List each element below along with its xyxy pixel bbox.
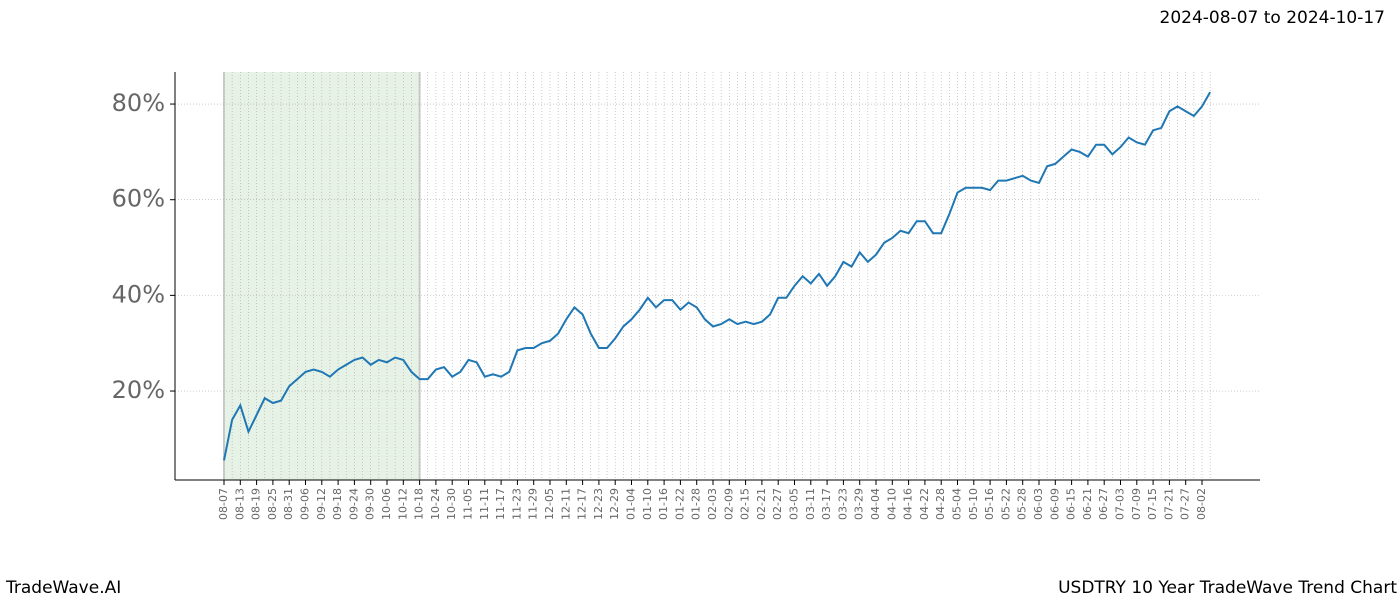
x-tick-label: 05-28 [1016, 488, 1029, 520]
x-tick-label: 08-13 [233, 488, 246, 520]
x-tick-label: 07-21 [1162, 488, 1175, 520]
x-tick-label: 11-17 [494, 488, 507, 520]
chart-title: 2024-08-07 to 2024-10-17 [1160, 8, 1385, 28]
x-tick-label: 01-10 [641, 488, 654, 520]
x-tick-label: 04-28 [934, 488, 947, 520]
x-tick-label: 12-29 [608, 488, 621, 520]
y-tick-label: 20% [112, 376, 165, 404]
x-tick-label: 11-11 [478, 488, 491, 520]
x-tick-label: 10-12 [396, 488, 409, 520]
x-tick-label: 03-17 [820, 488, 833, 520]
x-tick-label: 08-19 [250, 488, 263, 520]
x-tick-label: 07-03 [1114, 488, 1127, 520]
x-tick-label: 05-22 [999, 488, 1012, 520]
x-tick-label: 02-03 [706, 488, 719, 520]
x-tick-label: 02-15 [739, 488, 752, 520]
x-tick-label: 10-06 [380, 488, 393, 520]
x-tick-label: 01-16 [657, 488, 670, 520]
x-tick-label: 03-23 [836, 488, 849, 520]
x-tick-label: 11-29 [527, 488, 540, 520]
x-tick-label: 08-02 [1195, 488, 1208, 520]
x-tick-label: 12-05 [543, 488, 556, 520]
x-tick-label: 09-06 [299, 488, 312, 520]
x-tick-label: 08-25 [266, 488, 279, 520]
x-tick-label: 10-18 [413, 488, 426, 520]
x-tick-label: 02-21 [755, 488, 768, 520]
x-tick-label: 04-16 [902, 488, 915, 520]
x-tick-label: 06-03 [1032, 488, 1045, 520]
x-tick-label: 01-04 [625, 488, 638, 520]
x-tick-label: 12-17 [576, 488, 589, 520]
x-tick-label: 07-27 [1179, 488, 1192, 520]
x-tick-label: 06-27 [1097, 488, 1110, 520]
x-tick-label: 04-04 [869, 488, 882, 520]
x-tick-label: 06-15 [1065, 488, 1078, 520]
y-tick-label: 40% [112, 280, 165, 308]
x-tick-label: 05-04 [951, 488, 964, 520]
x-tick-label: 05-16 [983, 488, 996, 520]
x-tick-label: 03-11 [804, 488, 817, 520]
x-tick-label: 02-27 [771, 488, 784, 520]
x-tick-label: 03-05 [788, 488, 801, 520]
x-tick-label: 04-10 [885, 488, 898, 520]
series-line [223, 91, 1212, 461]
x-tick-label: 05-10 [967, 488, 980, 520]
x-tick-label: 03-29 [853, 488, 866, 520]
x-tick-label: 11-23 [510, 488, 523, 520]
x-tick-label: 08-31 [282, 488, 295, 520]
x-tick-label: 10-24 [429, 488, 442, 520]
brand: TradeWave.AI [5, 578, 121, 598]
x-tick-label: 04-22 [918, 488, 931, 520]
y-tick-label: 60% [112, 185, 165, 213]
x-tick-label: 09-12 [315, 488, 328, 520]
x-tick-label: 07-15 [1146, 488, 1159, 520]
chart-caption: USDTRY 10 Year TradeWave Trend Chart [1058, 578, 1397, 598]
x-tick-label: 10-30 [445, 488, 458, 520]
x-tick-label: 01-22 [673, 488, 686, 520]
x-tick-label: 08-07 [217, 488, 230, 520]
x-tick-label: 12-11 [559, 488, 572, 520]
x-tick-label: 09-18 [331, 488, 344, 520]
x-tick-label: 02-09 [722, 488, 735, 520]
x-tick-label: 06-21 [1081, 488, 1094, 520]
x-tick-label: 07-09 [1130, 488, 1143, 520]
x-tick-label: 11-05 [462, 488, 475, 520]
x-tick-label: 09-24 [347, 488, 360, 520]
x-tick-label: 12-23 [592, 488, 605, 520]
y-tick-label: 80% [112, 89, 165, 117]
x-tick-label: 09-30 [364, 488, 377, 520]
x-tick-label: 01-28 [690, 488, 703, 520]
x-tick-label: 06-09 [1048, 488, 1061, 520]
